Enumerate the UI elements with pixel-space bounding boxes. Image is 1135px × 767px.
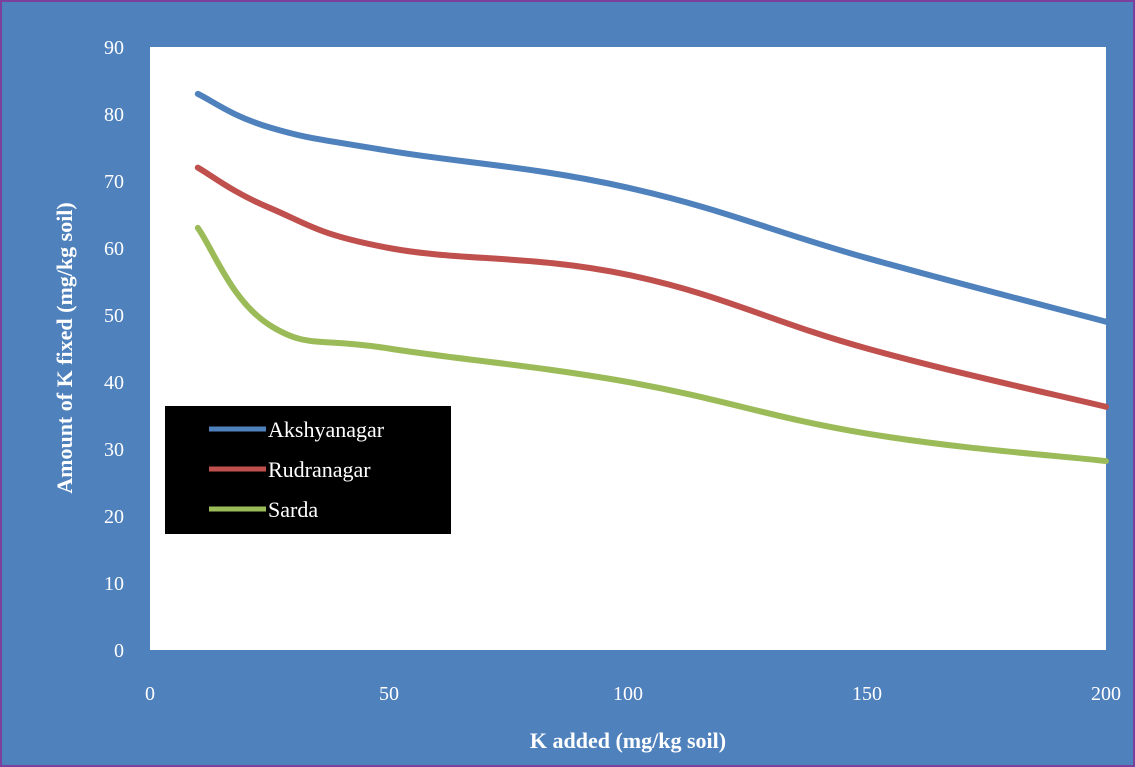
plot-area xyxy=(150,47,1106,650)
x-tick-label: 150 xyxy=(852,683,882,705)
x-axis-ticks: 0 50 100 150 200 xyxy=(145,683,1121,705)
legend-label-sarda: Sarda xyxy=(268,497,318,522)
x-tick-label: 0 xyxy=(145,683,155,705)
y-tick-label: 50 xyxy=(104,305,124,327)
series-line-sarda xyxy=(194,224,1109,465)
series-line-akshyanagar xyxy=(194,90,1109,325)
y-tick-label: 60 xyxy=(104,238,124,260)
legend: Akshyanagar Rudranagar Sarda xyxy=(165,406,451,534)
y-tick-label: 40 xyxy=(104,372,124,394)
legend-label-rudranagar: Rudranagar xyxy=(268,457,371,482)
legend-items: Akshyanagar Rudranagar Sarda xyxy=(209,417,385,522)
series-lines xyxy=(194,90,1109,465)
y-tick-label: 20 xyxy=(104,506,124,528)
y-tick-label: 70 xyxy=(104,171,124,193)
y-tick-label: 10 xyxy=(104,573,124,595)
y-axis-ticks: 0 10 20 30 40 50 60 70 80 90 xyxy=(104,37,124,662)
y-tick-label: 80 xyxy=(104,104,124,126)
x-tick-label: 200 xyxy=(1091,683,1121,705)
x-tick-label: 50 xyxy=(379,683,399,705)
series-line-rudranagar xyxy=(194,164,1109,410)
x-tick-label: 100 xyxy=(613,683,643,705)
y-tick-label: 30 xyxy=(104,439,124,461)
legend-label-akshyanagar: Akshyanagar xyxy=(268,417,385,442)
y-tick-label: 0 xyxy=(114,640,124,662)
y-tick-label: 90 xyxy=(104,37,124,59)
x-axis-title: K added (mg/kg soil) xyxy=(530,728,726,753)
y-axis-title: Amount of K fixed (mg/kg soil) xyxy=(52,202,77,494)
